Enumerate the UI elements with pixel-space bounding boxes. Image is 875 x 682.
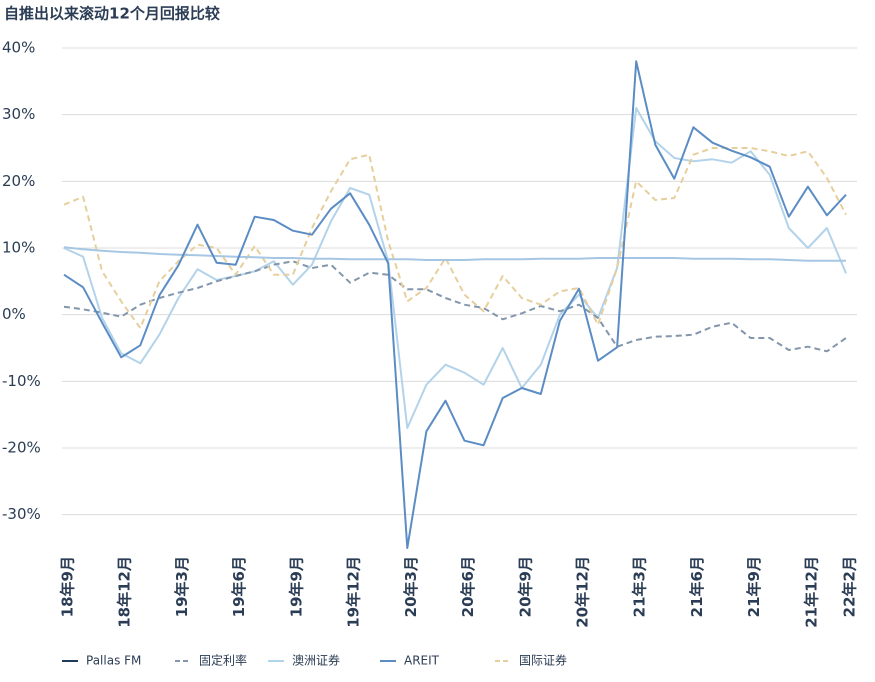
y-tick-label: 40% [2,39,35,57]
y-tick-label: -30% [2,505,41,523]
legend-item: 国际证券 [495,653,567,668]
legend-label: 国际证券 [519,653,567,668]
x-tick-label: 19年3月 [173,556,191,617]
legend-item: 澳洲证券 [268,653,340,668]
x-tick-label: 21年3月 [631,556,649,617]
x-tick-label: 18年12月 [116,556,134,628]
x-tick-label: 22年2月 [841,556,859,617]
y-tick-label: 30% [2,105,35,123]
legend-label: 固定利率 [199,653,247,668]
series-line [63,60,847,549]
x-tick-label: 19年6月 [230,556,248,617]
legend-label: 澳洲证券 [292,653,340,668]
series-line [63,107,847,429]
legend-item: AREIT [380,654,440,668]
x-tick-label: 21年9月 [745,556,763,617]
x-tick-label: 20年3月 [402,556,420,617]
y-tick-label: -10% [2,372,41,390]
series-line [63,260,847,353]
legend-label: Pallas FM [86,654,141,668]
legend-item: Pallas FM [62,654,141,668]
legend-item: 固定利率 [175,653,247,668]
x-tick-label: 20年12月 [573,556,591,628]
x-tick-label: 18年9月 [59,556,77,617]
x-tick-label: 19年12月 [345,556,363,628]
x-tick-label: 20年6月 [459,556,477,617]
x-tick-label: 21年6月 [688,556,706,617]
y-tick-label: 10% [2,239,35,257]
x-tick-label: 20年9月 [516,556,534,617]
y-tick-label: 20% [2,172,35,190]
series-line [63,246,846,262]
y-tick-label: -20% [2,439,41,457]
x-tick-label: 19年9月 [287,556,305,617]
y-tick-label: 0% [2,305,26,323]
chart-title: 自推出以来滚动12个月回报比较 [4,5,220,23]
x-tick-label: 21年12月 [802,556,820,628]
series-line [63,147,847,329]
legend-label: AREIT [404,654,440,668]
